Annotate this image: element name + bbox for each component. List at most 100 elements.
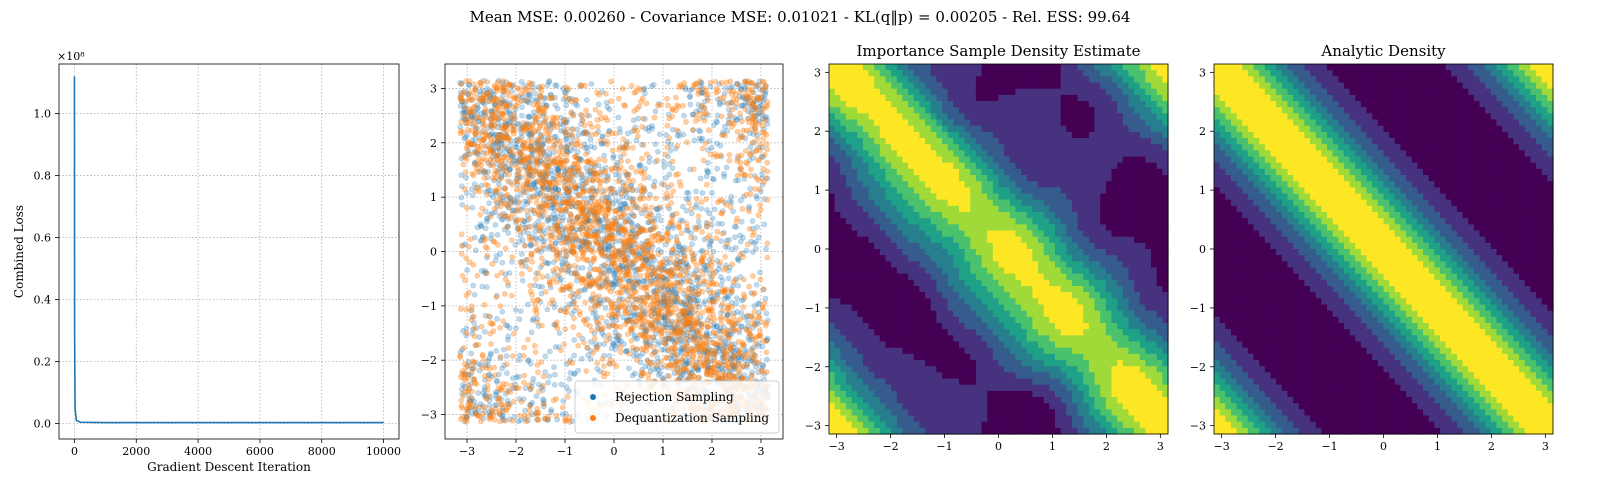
sample-point <box>622 264 629 271</box>
sample-point <box>691 137 698 144</box>
sample-point <box>617 323 624 330</box>
sample-point <box>634 106 640 112</box>
sample-point <box>581 188 587 195</box>
sample-point <box>533 127 540 134</box>
sample-point <box>459 201 466 208</box>
sample-point <box>594 89 600 96</box>
sample-point <box>539 274 546 280</box>
sample-point <box>676 287 682 294</box>
sample-point <box>522 225 529 232</box>
sample-point <box>484 252 491 259</box>
sample-point <box>513 325 519 332</box>
sample-point <box>625 186 632 193</box>
sample-point <box>555 190 562 197</box>
sample-point <box>487 150 494 156</box>
sample-point <box>643 288 650 294</box>
sample-point <box>530 101 537 108</box>
sample-point <box>516 316 523 323</box>
sample-point <box>548 406 555 413</box>
sample-point <box>675 128 682 135</box>
sample-point <box>628 164 635 171</box>
sample-point <box>681 311 687 318</box>
sample-point <box>481 175 488 181</box>
sample-point <box>617 164 624 171</box>
sample-point <box>581 216 587 223</box>
sample-point <box>744 317 751 324</box>
sample-point <box>479 352 486 359</box>
sample-point <box>583 179 590 186</box>
sample-point <box>645 195 652 201</box>
sample-point <box>479 205 486 212</box>
sample-point <box>688 210 695 217</box>
sample-point <box>525 301 531 308</box>
sample-point <box>548 241 555 247</box>
sample-point <box>519 112 525 119</box>
sample-point <box>658 309 665 316</box>
sample-point <box>583 151 589 158</box>
sample-point <box>702 267 709 274</box>
sample-point <box>724 100 730 107</box>
sample-point <box>705 97 711 104</box>
sample-point <box>463 120 470 127</box>
sample-point <box>488 231 495 238</box>
sample-point <box>605 176 612 183</box>
sample-point <box>541 401 547 407</box>
sample-point <box>716 101 723 108</box>
sample-point <box>763 245 769 252</box>
sample-point <box>699 189 706 196</box>
sample-point <box>566 375 573 382</box>
loss-ylabel: Combined Loss <box>12 205 26 298</box>
sample-point <box>659 234 666 241</box>
sample-point <box>621 299 628 306</box>
sample-point <box>655 251 662 258</box>
sample-point <box>681 309 687 316</box>
sample-point <box>502 186 509 192</box>
sample-point <box>728 288 734 295</box>
sample-point <box>529 258 535 265</box>
sample-point <box>630 117 637 124</box>
sample-point <box>519 251 525 257</box>
sample-point <box>518 398 525 405</box>
sample-point <box>506 120 513 127</box>
sample-point <box>761 221 768 228</box>
sample-point <box>748 346 755 353</box>
sample-point <box>686 278 693 284</box>
sample-point <box>509 417 516 424</box>
sample-point <box>577 143 584 150</box>
sample-point <box>734 157 740 164</box>
sample-point <box>586 273 592 280</box>
sample-point <box>732 234 738 240</box>
sample-point <box>598 314 605 321</box>
sample-point <box>546 129 553 136</box>
sample-point <box>687 334 694 340</box>
sample-point <box>726 371 733 378</box>
sample-point <box>734 295 740 302</box>
sample-point <box>608 78 615 85</box>
sample-point <box>722 253 728 260</box>
sample-point <box>717 274 724 280</box>
sample-point <box>659 280 666 287</box>
sample-point <box>526 113 533 120</box>
sample-point <box>649 219 656 225</box>
sample-point <box>584 344 591 351</box>
sample-point <box>492 372 498 379</box>
sample-point <box>718 113 725 120</box>
sample-point <box>640 142 647 148</box>
sample-point <box>624 218 630 225</box>
sample-point <box>526 266 533 273</box>
sample-point <box>461 112 468 119</box>
sample-point <box>644 151 650 158</box>
sample-point <box>467 394 474 401</box>
sample-point <box>568 110 575 116</box>
sample-point <box>605 312 612 319</box>
sample-point <box>693 302 700 309</box>
sample-point <box>737 197 744 204</box>
sample-point <box>718 238 724 245</box>
sample-point <box>583 159 590 165</box>
sample-point <box>521 413 528 419</box>
sample-point <box>608 307 615 314</box>
sample-point <box>660 158 667 165</box>
sample-point <box>764 168 771 175</box>
sample-point <box>595 128 602 135</box>
